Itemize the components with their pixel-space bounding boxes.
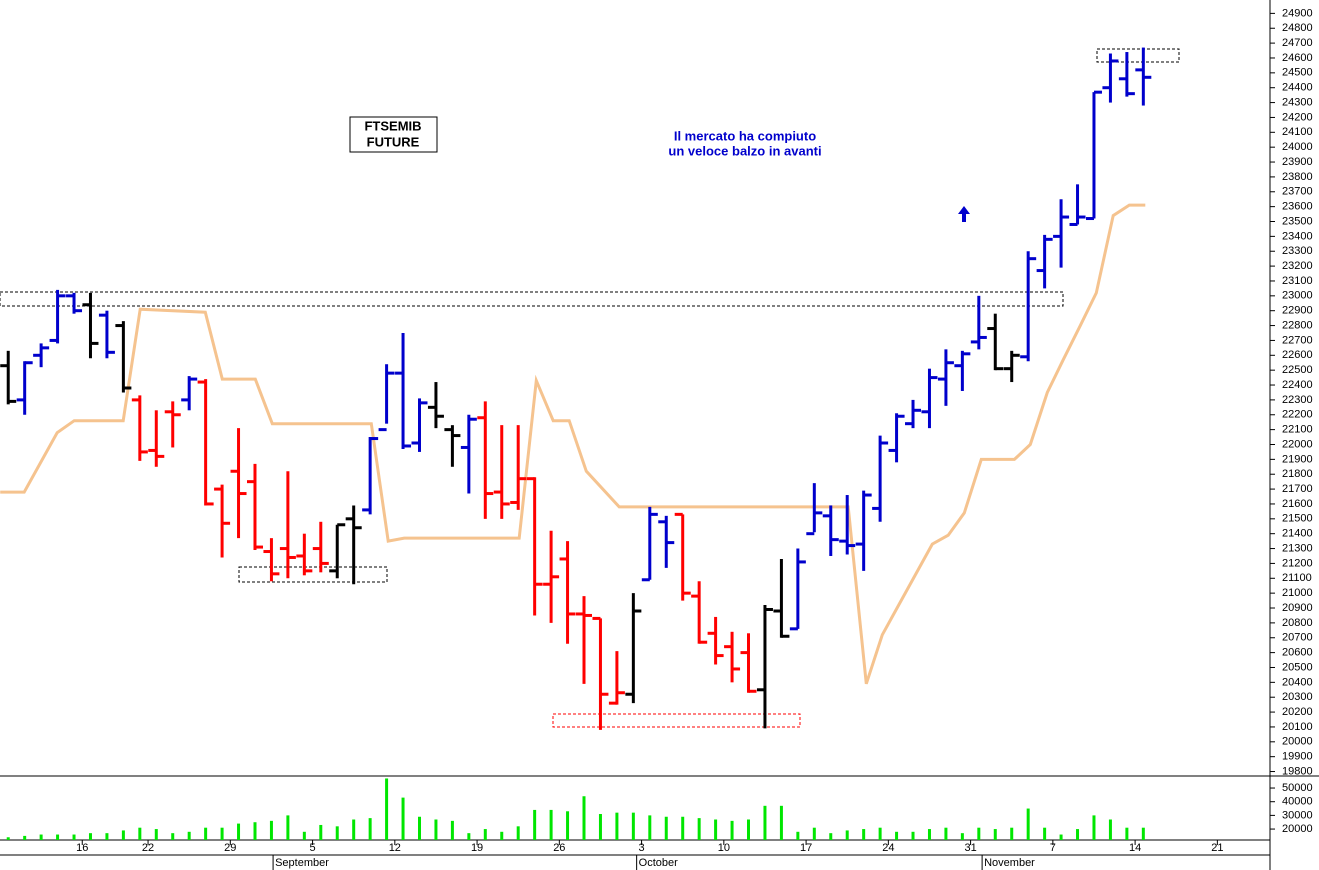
y-tick-label: 20600 <box>1282 647 1313 659</box>
y-tick-label: 20200 <box>1282 706 1313 718</box>
y-tick-label: 24100 <box>1282 126 1313 138</box>
y-tick-label: 24000 <box>1282 141 1313 153</box>
y-tick-label: 21000 <box>1282 587 1313 599</box>
volume-tick-label: 40000 <box>1282 796 1313 808</box>
y-tick-label: 22300 <box>1282 394 1313 406</box>
y-tick-label: 21700 <box>1282 483 1313 495</box>
y-tick-label: 21600 <box>1282 498 1313 510</box>
y-tick-label: 23400 <box>1282 230 1313 242</box>
x-tick-label: 5 <box>310 842 316 854</box>
y-tick-label: 20300 <box>1282 691 1313 703</box>
y-tick-label: 24800 <box>1282 22 1313 34</box>
y-tick-label: 24500 <box>1282 67 1313 79</box>
x-tick-label: 26 <box>553 842 565 854</box>
resistance-zone <box>0 291 1064 307</box>
y-tick-label: 20800 <box>1282 617 1313 629</box>
x-tick-label: 3 <box>639 842 645 854</box>
support-zone <box>238 566 388 583</box>
y-tick-label: 22800 <box>1282 319 1313 331</box>
y-tick-label: 24400 <box>1282 82 1313 94</box>
y-tick-label: 19900 <box>1282 751 1313 763</box>
y-tick-label: 21100 <box>1282 572 1312 584</box>
y-tick-label: 23900 <box>1282 156 1313 168</box>
y-tick-label: 24300 <box>1282 96 1313 108</box>
y-tick-label: 22500 <box>1282 364 1313 376</box>
y-tick-label: 21800 <box>1282 468 1313 480</box>
x-tick-label: 22 <box>142 842 154 854</box>
x-tick-label: 21 <box>1211 842 1223 854</box>
y-tick-label: 24600 <box>1282 52 1313 64</box>
annotation: un veloce balzo in avanti <box>668 143 821 158</box>
y-tick-label: 23600 <box>1282 201 1313 213</box>
y-tick-label: 24900 <box>1282 7 1313 19</box>
volume-tick-label: 30000 <box>1282 809 1313 821</box>
x-tick-label: 29 <box>224 842 236 854</box>
y-tick-label: 22900 <box>1282 305 1313 317</box>
x-tick-label: 10 <box>718 842 730 854</box>
y-tick-label: 20500 <box>1282 661 1313 673</box>
annotation: Il mercato ha compiuto <box>674 128 816 143</box>
y-tick-label: 21500 <box>1282 513 1313 525</box>
y-tick-label: 20100 <box>1282 721 1313 733</box>
x-tick-label: 7 <box>1050 842 1056 854</box>
y-tick-label: 22200 <box>1282 409 1313 421</box>
high-zone <box>1096 48 1180 63</box>
month-label: November <box>984 857 1035 869</box>
x-tick-label: 24 <box>882 842 894 854</box>
y-tick-label: 22600 <box>1282 349 1313 361</box>
x-tick-label: 16 <box>76 842 88 854</box>
month-label: October <box>639 857 678 869</box>
month-label: September <box>275 857 329 869</box>
volume-tick-label: 20000 <box>1282 823 1313 835</box>
y-tick-label: 23200 <box>1282 260 1313 272</box>
y-tick-label: 22100 <box>1282 424 1313 436</box>
y-tick-label: 20000 <box>1282 736 1313 748</box>
y-tick-label: 21200 <box>1282 557 1313 569</box>
up-arrow <box>958 206 970 222</box>
y-tick-label: 22000 <box>1282 438 1313 450</box>
title-box <box>349 116 438 153</box>
y-tick-label: 23500 <box>1282 215 1313 227</box>
x-tick-label: 14 <box>1129 842 1141 854</box>
y-tick-label: 21300 <box>1282 542 1313 554</box>
trailing-line <box>0 203 1146 685</box>
y-tick-label: 20900 <box>1282 602 1313 614</box>
y-tick-label: 24700 <box>1282 37 1313 49</box>
x-tick-label: 19 <box>471 842 483 854</box>
y-tick-label: 20700 <box>1282 632 1313 644</box>
y-tick-label: 24200 <box>1282 111 1313 123</box>
title: FUTURE <box>367 134 420 149</box>
y-tick-label: 21900 <box>1282 453 1313 465</box>
volume-tick-label: 50000 <box>1282 782 1313 794</box>
y-tick-label: 23000 <box>1282 290 1313 302</box>
y-tick-label: 23700 <box>1282 186 1313 198</box>
title: FTSEMIB <box>364 118 421 133</box>
y-tick-label: 21400 <box>1282 528 1313 540</box>
x-tick-label: 17 <box>800 842 812 854</box>
y-tick-label: 20400 <box>1282 676 1313 688</box>
y-tick-label: 23100 <box>1282 275 1313 287</box>
y-tick-label: 23800 <box>1282 171 1313 183</box>
y-tick-label: 23300 <box>1282 245 1313 257</box>
x-tick-label: 31 <box>964 842 976 854</box>
y-tick-label: 22400 <box>1282 379 1313 391</box>
y-tick-label: 22700 <box>1282 334 1313 346</box>
y-tick-label: 19800 <box>1282 765 1313 777</box>
x-tick-label: 12 <box>389 842 401 854</box>
